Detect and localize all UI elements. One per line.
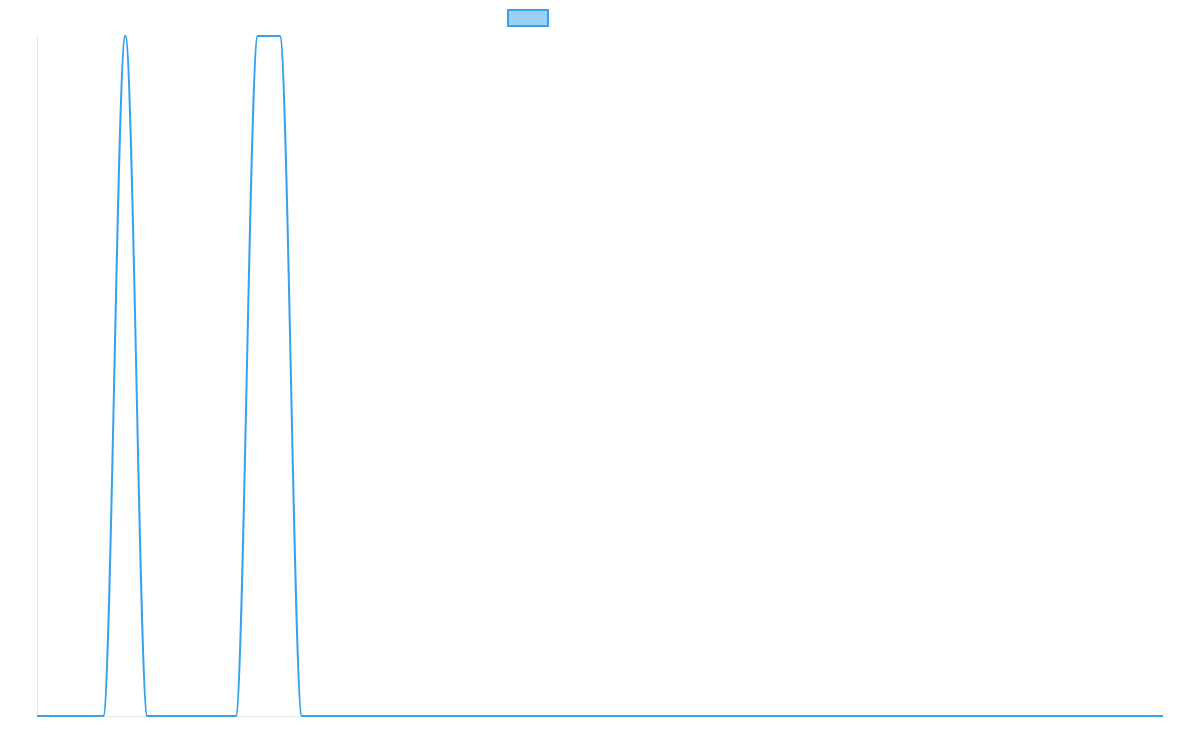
data-point[interactable] xyxy=(829,713,835,719)
data-point[interactable] xyxy=(409,713,415,719)
data-point[interactable] xyxy=(498,713,504,719)
data-point[interactable] xyxy=(1116,713,1122,719)
data-point[interactable] xyxy=(56,713,62,719)
data-point[interactable] xyxy=(78,713,84,719)
data-point[interactable] xyxy=(277,33,283,39)
data-point[interactable] xyxy=(763,713,769,719)
data-point[interactable] xyxy=(365,713,371,719)
data-point[interactable] xyxy=(1050,713,1056,719)
data-point[interactable] xyxy=(431,713,437,719)
data-point[interactable] xyxy=(1028,713,1034,719)
data-point[interactable] xyxy=(100,713,106,719)
data-point[interactable] xyxy=(939,713,945,719)
data-point[interactable] xyxy=(983,713,989,719)
data-point[interactable] xyxy=(608,713,614,719)
data-point[interactable] xyxy=(873,713,879,719)
data-point[interactable] xyxy=(122,33,128,39)
data-point[interactable] xyxy=(211,713,217,719)
data-point[interactable] xyxy=(542,713,548,719)
data-point[interactable] xyxy=(299,713,305,719)
data-point[interactable] xyxy=(255,33,261,39)
series-line[interactable] xyxy=(37,35,1163,717)
legend-swatch[interactable] xyxy=(507,9,549,27)
data-point[interactable] xyxy=(476,713,482,719)
data-point[interactable] xyxy=(652,713,658,719)
axes xyxy=(37,36,1163,717)
data-point[interactable] xyxy=(166,713,172,719)
data-point[interactable] xyxy=(564,713,570,719)
data-point[interactable] xyxy=(1160,713,1166,719)
data-point[interactable] xyxy=(144,713,150,719)
data-point[interactable] xyxy=(189,713,195,719)
data-point[interactable] xyxy=(1072,713,1078,719)
data-point[interactable] xyxy=(233,713,239,719)
data-point[interactable] xyxy=(453,713,459,719)
data-point[interactable] xyxy=(1138,713,1144,719)
data-point[interactable] xyxy=(1094,713,1100,719)
data-point[interactable] xyxy=(343,713,349,719)
data-point[interactable] xyxy=(1005,713,1011,719)
data-point[interactable] xyxy=(741,713,747,719)
data-point[interactable] xyxy=(586,713,592,719)
data-point[interactable] xyxy=(321,713,327,719)
data-point[interactable] xyxy=(387,713,393,719)
data-point[interactable] xyxy=(696,713,702,719)
series-layer xyxy=(34,33,1166,719)
data-point[interactable] xyxy=(785,713,791,719)
data-point[interactable] xyxy=(34,713,40,719)
data-point[interactable] xyxy=(807,713,813,719)
data-point[interactable] xyxy=(630,713,636,719)
data-point[interactable] xyxy=(674,713,680,719)
legend[interactable] xyxy=(507,9,549,27)
data-point[interactable] xyxy=(917,713,923,719)
data-point[interactable] xyxy=(961,713,967,719)
data-point[interactable] xyxy=(718,713,724,719)
data-point[interactable] xyxy=(851,713,857,719)
data-point[interactable] xyxy=(895,713,901,719)
data-point[interactable] xyxy=(520,713,526,719)
